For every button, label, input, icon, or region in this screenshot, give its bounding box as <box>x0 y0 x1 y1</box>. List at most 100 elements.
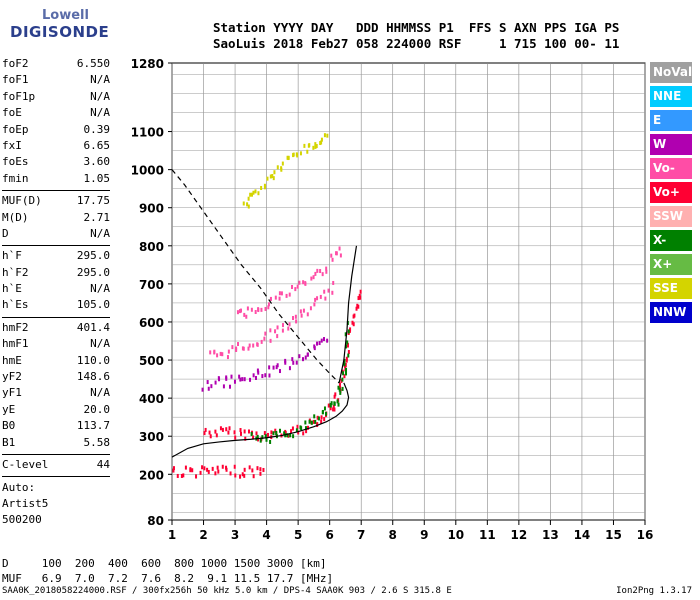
data-point <box>203 431 206 436</box>
data-point <box>345 371 348 376</box>
param-row: yF1 N/A <box>2 385 110 401</box>
data-point <box>302 431 305 436</box>
data-point <box>321 272 324 277</box>
data-point <box>327 288 330 293</box>
data-point <box>221 427 224 432</box>
data-point <box>315 144 318 149</box>
data-point <box>233 464 236 469</box>
param-row: MUF(D) 17.75 <box>2 193 110 209</box>
data-point <box>316 415 319 420</box>
legend-item: X+ <box>650 254 692 275</box>
data-point <box>242 346 245 351</box>
data-point <box>307 425 310 430</box>
parameter-panel: foF2 6.550 foF1 N/A foF1p N/A foE N/A foEp 0.39 fx… <box>2 56 110 479</box>
data-point <box>280 166 283 171</box>
data-point <box>337 402 340 407</box>
data-point <box>203 466 206 471</box>
electron-density-profile <box>171 382 350 458</box>
legend-item: Vo- <box>650 158 692 179</box>
data-point <box>276 325 279 330</box>
data-point <box>312 275 315 280</box>
param-divider <box>2 245 110 247</box>
param-name: yF2 <box>2 370 22 384</box>
muf-table: D 100 200 400 600 800 1000 1500 3000 [km… <box>2 556 333 586</box>
param-name: C-level <box>2 457 49 471</box>
data-point <box>260 339 263 344</box>
data-point <box>214 380 217 385</box>
data-point <box>294 287 297 292</box>
data-point <box>345 356 348 361</box>
data-point <box>320 338 323 343</box>
data-point <box>323 417 326 422</box>
data-point <box>309 306 312 311</box>
data-point <box>272 176 275 181</box>
param-row: yE 20.0 <box>2 402 110 418</box>
param-row: foF2 6.550 <box>2 56 110 72</box>
data-point <box>270 430 273 435</box>
data-point <box>180 473 183 478</box>
data-point <box>261 374 264 379</box>
data-point <box>256 342 259 347</box>
param-row: M(D) 2.71 <box>2 210 110 226</box>
param-value: N/A <box>90 337 110 351</box>
data-point <box>321 409 324 414</box>
data-point <box>329 406 332 411</box>
data-point <box>326 133 329 138</box>
x-tick-label: 16 <box>637 528 654 542</box>
auto-program: Artist5 <box>2 497 49 510</box>
param-divider <box>2 316 110 318</box>
param-row: h`Es 105.0 <box>2 297 110 313</box>
param-value: 0.39 <box>83 122 111 136</box>
data-point <box>314 271 317 276</box>
data-point <box>304 281 307 286</box>
data-point <box>351 320 354 325</box>
param-row: B1 5.58 <box>2 435 110 451</box>
legend: NoVal NNE E W Vo- Vo+ SSW X- X+ SSE NNW <box>650 62 692 326</box>
data-point <box>333 407 336 412</box>
data-point <box>267 432 270 437</box>
y-tick-label: 1280 <box>131 57 164 71</box>
data-point <box>278 428 281 433</box>
data-point <box>323 337 326 342</box>
data-point <box>250 192 253 197</box>
y-tick-label: 700 <box>139 278 164 292</box>
data-point <box>208 430 211 435</box>
data-point <box>201 387 204 392</box>
data-point <box>235 346 238 351</box>
data-point <box>343 358 346 363</box>
data-point <box>296 284 299 289</box>
profile-upper-branch <box>338 245 358 384</box>
header-line-2: SaoLuis 2018 Feb27 058 224000 RSF 1 715 … <box>213 36 620 51</box>
data-point <box>331 257 334 262</box>
data-point <box>338 382 341 387</box>
param-name: foF2 <box>2 57 29 70</box>
data-point <box>314 144 317 149</box>
data-point <box>336 399 339 404</box>
param-value: 17.75 <box>76 194 110 208</box>
data-point <box>288 366 291 371</box>
data-point <box>291 426 294 431</box>
data-point <box>247 196 250 201</box>
data-point <box>247 429 250 434</box>
legend-item: NNE <box>650 86 692 107</box>
data-point <box>325 269 328 274</box>
data-point <box>234 473 237 478</box>
data-point <box>259 471 262 476</box>
data-point <box>259 438 262 443</box>
data-point <box>345 367 348 372</box>
data-point <box>298 354 301 359</box>
data-point <box>330 253 333 258</box>
data-point <box>303 143 306 148</box>
data-point <box>319 294 322 299</box>
data-point <box>244 436 247 441</box>
data-point <box>343 362 346 367</box>
data-point <box>313 414 316 419</box>
data-point <box>313 346 316 351</box>
data-point <box>211 466 214 471</box>
data-point <box>302 280 305 285</box>
data-point <box>320 419 323 424</box>
data-point <box>359 289 362 294</box>
x-tick-label: 15 <box>605 528 622 542</box>
param-row: hmF1 N/A <box>2 336 110 352</box>
data-point <box>337 385 340 390</box>
